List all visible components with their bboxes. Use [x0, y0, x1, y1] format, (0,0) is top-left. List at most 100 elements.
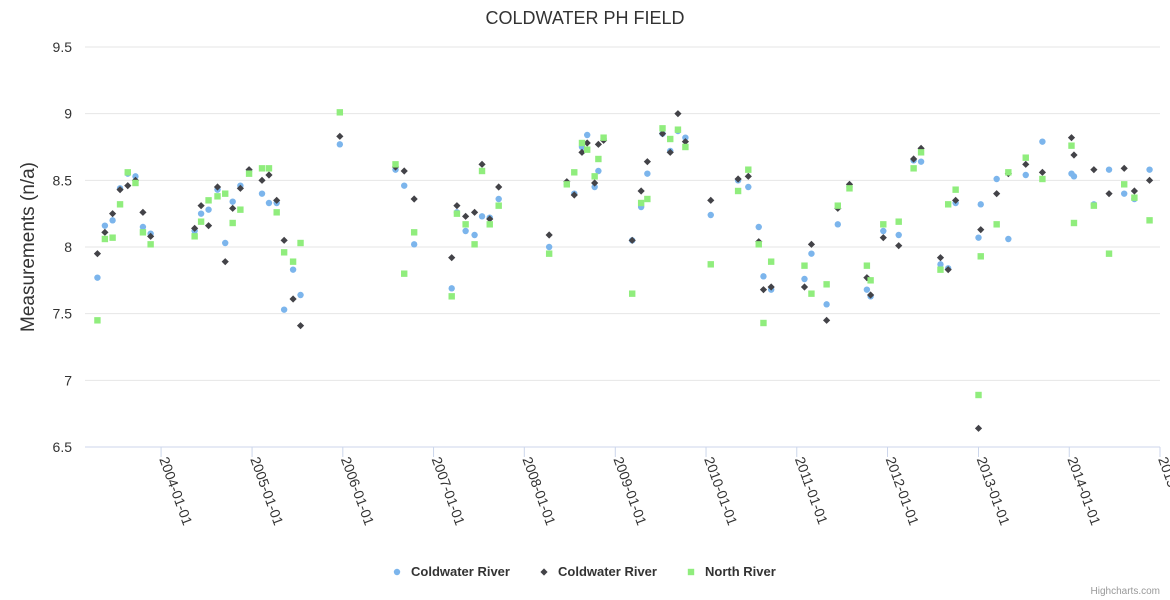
data-point-square[interactable] — [745, 166, 752, 173]
data-point-square[interactable] — [401, 270, 408, 277]
data-point-circle[interactable] — [448, 285, 455, 292]
data-point-diamond[interactable] — [674, 110, 682, 118]
data-point-square[interactable] — [755, 241, 762, 248]
data-point-circle[interactable] — [595, 167, 602, 175]
legend-item-circle[interactable]: Coldwater River — [393, 564, 510, 579]
data-point-circle[interactable] — [1105, 166, 1113, 173]
data-point-square[interactable] — [823, 281, 830, 288]
data-point-square[interactable] — [1120, 181, 1128, 188]
data-point-square[interactable] — [222, 190, 229, 197]
data-point-square[interactable] — [863, 262, 871, 269]
data-point-square[interactable] — [571, 169, 578, 176]
data-point-square[interactable] — [808, 290, 815, 297]
data-point-square[interactable] — [1022, 154, 1029, 161]
data-point-square[interactable] — [237, 206, 244, 213]
data-point-circle[interactable] — [139, 223, 147, 231]
data-point-diamond[interactable] — [258, 176, 266, 184]
data-point-square[interactable] — [880, 221, 887, 228]
data-point-circle[interactable] — [895, 231, 902, 239]
data-point-square[interactable] — [591, 173, 598, 180]
data-point-circle[interactable] — [289, 266, 297, 273]
data-point-square[interactable] — [1070, 219, 1078, 227]
data-point-square[interactable] — [116, 201, 124, 208]
data-point-square[interactable] — [682, 143, 689, 151]
data-point-square[interactable] — [637, 199, 645, 207]
data-point-diamond[interactable] — [570, 191, 578, 199]
data-point-diamond[interactable] — [197, 202, 205, 210]
data-point-circle[interactable] — [410, 241, 418, 248]
data-point-square[interactable] — [109, 234, 116, 241]
data-point-circle[interactable] — [834, 221, 841, 228]
data-point-circle[interactable] — [1146, 166, 1153, 173]
data-point-square[interactable] — [1105, 250, 1113, 257]
data-point-square[interactable] — [205, 197, 212, 204]
data-point-circle[interactable] — [1039, 138, 1046, 145]
data-point-circle[interactable] — [644, 170, 651, 177]
legend-marker-square[interactable] — [687, 568, 695, 576]
data-point-square[interactable] — [578, 139, 586, 147]
data-point-diamond[interactable] — [681, 138, 689, 146]
data-point-square[interactable] — [336, 109, 344, 116]
data-point-square[interactable] — [674, 126, 682, 133]
legend[interactable]: Coldwater River Coldwater River North Rive… — [393, 564, 776, 579]
data-point-square[interactable] — [975, 391, 982, 399]
data-point-diamond[interactable] — [462, 212, 470, 220]
data-point-square[interactable] — [280, 249, 288, 256]
data-point-diamond[interactable] — [936, 254, 945, 262]
data-point-square[interactable] — [846, 185, 853, 192]
data-point-diamond[interactable] — [977, 226, 985, 234]
data-point-square[interactable] — [265, 165, 273, 172]
data-point-circle[interactable] — [801, 275, 808, 283]
data-point-diamond[interactable] — [1105, 190, 1113, 198]
data-point-square[interactable] — [471, 241, 478, 248]
data-point-diamond[interactable] — [410, 195, 418, 203]
data-point-diamond[interactable] — [993, 190, 1001, 198]
data-point-square[interactable] — [101, 235, 109, 243]
legend-item-diamond[interactable]: Coldwater River — [540, 564, 657, 579]
data-point-diamond[interactable] — [744, 172, 752, 180]
data-point-diamond[interactable] — [594, 140, 602, 148]
data-point-circle[interactable] — [745, 183, 752, 191]
data-point-square[interactable] — [1131, 194, 1138, 201]
data-point-square[interactable] — [944, 201, 952, 208]
data-point-square[interactable] — [937, 266, 944, 273]
data-point-square[interactable] — [563, 181, 571, 188]
data-point-circle[interactable] — [265, 199, 273, 207]
data-point-circle[interactable] — [937, 261, 944, 268]
data-point-diamond[interactable] — [643, 158, 651, 166]
data-point-circle[interactable] — [707, 211, 714, 219]
data-point-circle[interactable] — [977, 201, 984, 208]
data-point-circle[interactable] — [94, 274, 101, 281]
data-point-diamond[interactable] — [867, 291, 875, 299]
data-point-circle[interactable] — [975, 234, 982, 241]
data-point-diamond[interactable] — [273, 196, 281, 204]
data-point-diamond[interactable] — [101, 228, 109, 236]
data-point-square[interactable] — [273, 209, 280, 216]
data-point-diamond[interactable] — [236, 184, 244, 192]
data-point-diamond[interactable] — [213, 183, 222, 191]
data-point-square[interactable] — [767, 258, 775, 265]
data-point-diamond[interactable] — [108, 210, 117, 218]
data-point-square[interactable] — [124, 169, 131, 176]
data-point-square[interactable] — [410, 229, 418, 236]
data-point-square[interactable] — [94, 317, 101, 324]
data-point-diamond[interactable] — [583, 139, 591, 147]
data-point-square[interactable] — [977, 253, 984, 260]
data-point-circle[interactable] — [545, 243, 553, 251]
data-point-square[interactable] — [495, 202, 502, 209]
data-point-square[interactable] — [462, 221, 469, 228]
data-point-diamond[interactable] — [229, 204, 237, 212]
data-point-diamond[interactable] — [545, 231, 553, 239]
data-point-circle[interactable] — [336, 141, 344, 148]
data-point-diamond[interactable] — [591, 179, 599, 187]
data-point-square[interactable] — [993, 221, 1000, 228]
data-point-square[interactable] — [1005, 169, 1012, 176]
data-point-diamond[interactable] — [952, 196, 960, 204]
data-point-circle[interactable] — [1005, 235, 1012, 243]
data-point-diamond[interactable] — [1120, 164, 1128, 172]
data-point-square[interactable] — [258, 165, 266, 172]
data-point-diamond[interactable] — [204, 222, 213, 230]
data-point-diamond[interactable] — [124, 182, 132, 190]
data-point-diamond[interactable] — [800, 283, 809, 291]
data-point-circle[interactable] — [471, 231, 478, 239]
